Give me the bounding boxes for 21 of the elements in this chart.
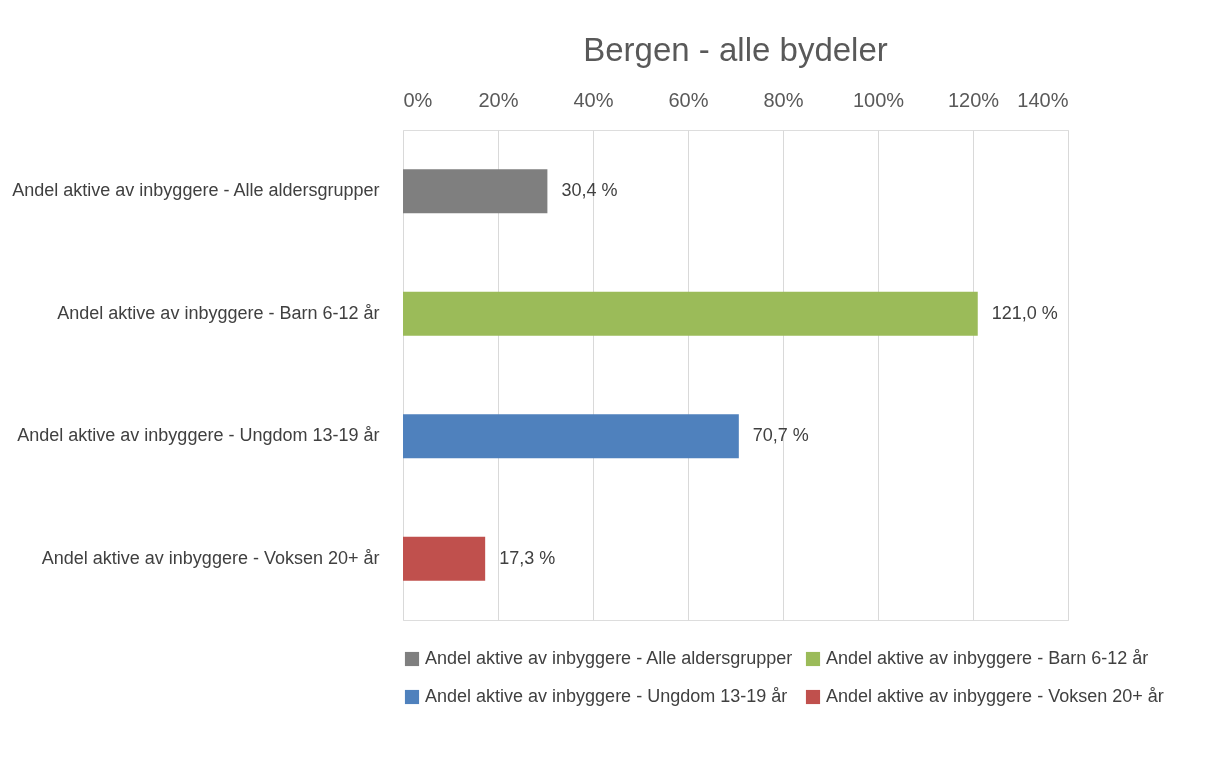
legend-label: Andel aktive av inbyggere - Voksen 20+ år xyxy=(826,686,1164,706)
y-tick-label: Andel aktive av inbyggere - Barn 6-12 år xyxy=(57,302,380,323)
y-tick-label: Andel aktive av inbyggere - Voksen 20+ år xyxy=(41,547,380,568)
x-tick-label: 80% xyxy=(763,88,804,111)
legend-label: Andel aktive av inbyggere - Ungdom 13-19 år xyxy=(425,686,788,706)
legend-label: Andel aktive av inbyggere - Alle aldersgrupper xyxy=(425,648,793,668)
data-label: 17,3 % xyxy=(499,547,556,568)
x-tick-label: 60% xyxy=(668,88,709,111)
x-tick-label: 20% xyxy=(478,88,519,111)
data-label: 30,4 % xyxy=(561,180,618,201)
x-tick-label: 0% xyxy=(403,88,433,111)
chart-title: Bergen - alle bydeler xyxy=(583,31,888,68)
x-tick-label: 100% xyxy=(852,88,905,111)
x-tick-label: 40% xyxy=(573,88,614,111)
legend-label: Andel aktive av inbyggere - Barn 6-12 år xyxy=(826,648,1149,668)
data-label: 70,7 % xyxy=(752,425,809,446)
x-tick-label: 140% xyxy=(1017,88,1069,111)
y-tick-label: Andel aktive av inbyggere - Alle aldersgrupper xyxy=(12,180,380,201)
data-label: 121,0 % xyxy=(991,302,1058,323)
y-tick-label: Andel aktive av inbyggere - Ungdom 13-19 år xyxy=(17,425,380,446)
x-tick-label: 120% xyxy=(947,88,1000,111)
